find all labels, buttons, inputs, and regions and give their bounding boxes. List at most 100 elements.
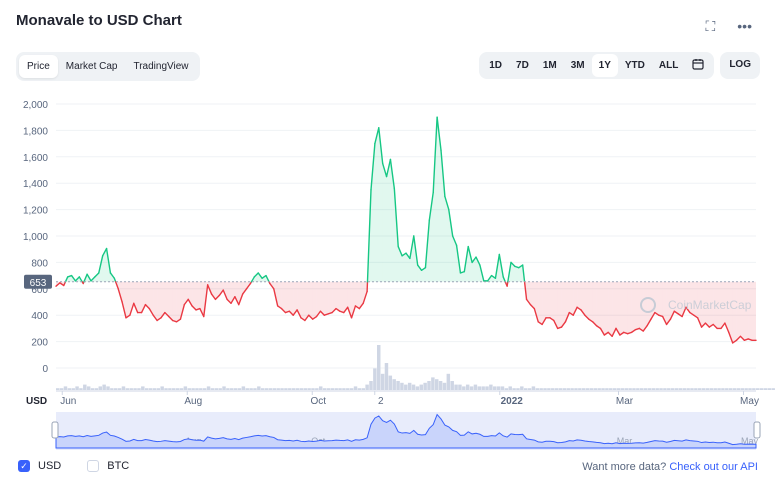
price-area-segment bbox=[612, 281, 616, 337]
price-area-segment bbox=[320, 281, 325, 316]
price-line-segment bbox=[665, 318, 672, 326]
tab-market-cap[interactable]: Market Cap bbox=[65, 61, 118, 72]
price-line-segment bbox=[358, 302, 364, 310]
btc-checkbox[interactable] bbox=[87, 460, 100, 472]
price-area-segment bbox=[199, 281, 204, 317]
price-area-segment bbox=[153, 281, 158, 321]
tab-tradingview[interactable]: TradingView bbox=[133, 61, 189, 72]
volume-bar bbox=[311, 388, 315, 390]
volume-bar bbox=[465, 384, 470, 390]
x-tick-label: Jun bbox=[60, 396, 76, 407]
price-line-segment bbox=[409, 235, 415, 260]
price-area-segment bbox=[242, 281, 247, 295]
volume-bar bbox=[384, 363, 389, 390]
price-area-segment bbox=[619, 281, 624, 335]
volume-bar bbox=[288, 388, 292, 390]
volume-bar bbox=[771, 388, 775, 390]
range-1y[interactable]: 1Y bbox=[591, 54, 618, 77]
log-scale-button[interactable]: LOG bbox=[720, 52, 760, 79]
volume-bar bbox=[643, 388, 648, 390]
price-line-segment bbox=[183, 298, 189, 306]
navigator-tick-label: May bbox=[741, 436, 759, 446]
range-7d[interactable]: 7D bbox=[516, 60, 529, 71]
price-area-segment bbox=[180, 281, 185, 320]
price-line-segment bbox=[661, 315, 668, 326]
x-axis: Jun Aug Oct 2 2022 Mar May bbox=[56, 390, 759, 407]
price-line-segment bbox=[117, 288, 123, 303]
volume-bar bbox=[342, 388, 346, 390]
api-link[interactable]: Check out our API bbox=[669, 461, 758, 473]
price-line-segment bbox=[416, 264, 423, 272]
range-ytd[interactable]: YTD bbox=[624, 60, 645, 71]
price-line-segment bbox=[187, 298, 193, 307]
volume-bar bbox=[415, 386, 420, 390]
volume-bar bbox=[485, 386, 489, 390]
price-line-segment bbox=[226, 298, 232, 305]
usd-legend-label: USD bbox=[38, 460, 62, 472]
price-line-segment bbox=[599, 327, 606, 336]
price-area-segment bbox=[736, 281, 741, 341]
range-1d[interactable]: 1D bbox=[489, 60, 503, 71]
volume-bar bbox=[56, 388, 60, 390]
calendar-icon[interactable] bbox=[685, 52, 711, 79]
price-line-segment bbox=[276, 305, 283, 310]
price-area-segment bbox=[600, 281, 605, 335]
volume-bar bbox=[98, 386, 103, 390]
price-line-segment bbox=[603, 331, 609, 336]
volume-bar bbox=[291, 388, 296, 390]
volume-bar bbox=[361, 388, 365, 390]
price-line-segment bbox=[160, 311, 166, 319]
price-area-segment bbox=[596, 281, 601, 329]
price-area-segment bbox=[604, 281, 609, 335]
volume-bar bbox=[717, 388, 721, 390]
range-3m[interactable]: 3M bbox=[570, 60, 585, 71]
volume-bar bbox=[752, 388, 756, 390]
range-all[interactable]: ALL bbox=[658, 60, 679, 71]
price-line-segment bbox=[288, 310, 294, 316]
price-area-segment bbox=[184, 281, 189, 305]
volume-bar bbox=[589, 388, 594, 390]
price-line-segment bbox=[463, 245, 469, 273]
price-area-segment bbox=[518, 265, 523, 282]
more-options-icon[interactable]: ••• bbox=[737, 18, 752, 34]
volume-bar bbox=[597, 388, 601, 390]
navigator-handle-left[interactable] bbox=[51, 421, 59, 439]
price-line-segment bbox=[280, 307, 287, 314]
range-group: 1D 7D 1M 3M 1Y YTD ALL bbox=[479, 52, 715, 79]
price-line-segment bbox=[681, 306, 687, 318]
price-line-segment bbox=[572, 306, 578, 316]
price-area-segment bbox=[122, 281, 126, 318]
fullscreen-icon[interactable]: ⛶ bbox=[705, 18, 716, 34]
volume-bar bbox=[380, 373, 385, 390]
volume-bar bbox=[748, 388, 752, 390]
price-area-segment bbox=[141, 281, 146, 313]
price-line-segment bbox=[90, 276, 96, 282]
volume-bar bbox=[90, 388, 95, 390]
price-line-segment bbox=[584, 314, 590, 320]
volume-bar bbox=[520, 386, 524, 390]
price-area-segment bbox=[584, 281, 589, 320]
volume-bar bbox=[543, 388, 547, 390]
price-area-segment bbox=[460, 271, 465, 282]
volume-bar bbox=[500, 386, 505, 390]
price-area-segment bbox=[444, 196, 449, 282]
tab-price[interactable]: Price bbox=[19, 55, 58, 78]
usd-checkbox[interactable]: ✓ bbox=[18, 460, 30, 472]
range-1m[interactable]: 1M bbox=[542, 60, 557, 71]
volume-bar bbox=[612, 388, 617, 390]
volume-bar bbox=[423, 382, 427, 390]
price-line-segment bbox=[654, 311, 660, 316]
price-area-segment bbox=[658, 281, 663, 317]
navigator-handle-right[interactable] bbox=[753, 421, 761, 439]
price-area-segment bbox=[452, 236, 457, 282]
price-area-segment bbox=[546, 281, 550, 318]
price-lines bbox=[55, 116, 757, 344]
price-line-segment bbox=[677, 313, 683, 318]
price-area-segment bbox=[262, 275, 266, 282]
volume-bar bbox=[183, 386, 188, 390]
navigator-series bbox=[55, 413, 757, 449]
y-tick-label: 1,400 bbox=[23, 179, 48, 190]
price-line-segment bbox=[234, 296, 240, 306]
volume-bar bbox=[94, 388, 99, 390]
